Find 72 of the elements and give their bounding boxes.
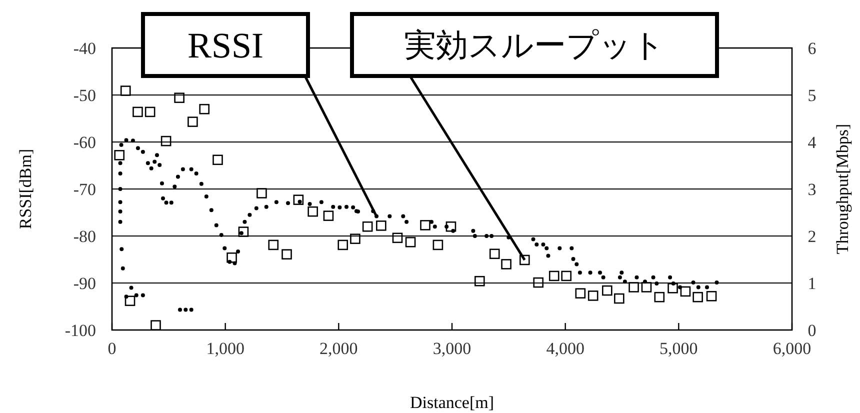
point xyxy=(293,194,304,205)
y-tick-label: -100 xyxy=(64,321,96,340)
y2-tick-label: 4 xyxy=(808,133,817,152)
point xyxy=(282,249,292,260)
y-axis-title: RSSI[dBm] xyxy=(16,148,35,230)
x-tick-label: 4,000 xyxy=(546,339,584,358)
point xyxy=(256,188,267,198)
point xyxy=(561,270,572,282)
point xyxy=(692,292,703,302)
x-tick-label: 0 xyxy=(108,339,116,358)
y-tick-label: -90 xyxy=(73,274,96,293)
point xyxy=(212,154,223,166)
x-tick-label: 6,000 xyxy=(772,339,812,358)
point xyxy=(432,240,444,250)
point xyxy=(120,86,131,96)
x-tick-label: 1,000 xyxy=(206,339,244,358)
y2-tick-label: 2 xyxy=(808,227,816,246)
point xyxy=(602,285,612,296)
point xyxy=(654,292,665,302)
point xyxy=(533,277,544,288)
point xyxy=(446,221,456,232)
y-tick-label: -50 xyxy=(73,86,96,105)
point xyxy=(680,286,691,297)
point xyxy=(668,283,678,294)
point xyxy=(501,259,512,270)
point xyxy=(362,221,373,232)
point xyxy=(338,240,348,250)
point xyxy=(628,282,639,292)
point xyxy=(238,226,249,237)
point xyxy=(226,252,237,263)
point xyxy=(474,276,485,286)
point xyxy=(144,106,156,118)
point xyxy=(150,320,161,330)
point xyxy=(519,254,530,266)
point xyxy=(124,296,136,306)
y-tick-label: -80 xyxy=(73,227,96,246)
point xyxy=(350,234,360,244)
y2-tick-label: 1 xyxy=(808,274,816,293)
point xyxy=(132,106,143,118)
point xyxy=(114,150,125,160)
y-tick-label: -60 xyxy=(73,133,96,152)
y2-tick-label: 6 xyxy=(808,39,816,58)
point xyxy=(614,293,624,304)
y2-tick-label: 0 xyxy=(808,321,816,340)
y-tick-label: -40 xyxy=(73,39,96,58)
x-axis-title: Distance[m] xyxy=(410,393,494,412)
point xyxy=(323,210,334,221)
point xyxy=(641,282,652,292)
point xyxy=(308,206,318,217)
point xyxy=(575,288,586,298)
x-tick-label: 3,000 xyxy=(432,339,472,358)
point xyxy=(420,220,430,230)
x-tick-label: 5,000 xyxy=(660,339,698,358)
y2-tick-label: 3 xyxy=(808,180,816,199)
text: RSSI xyxy=(187,26,264,66)
y-tick-label: -70 xyxy=(73,180,96,199)
x-tick-label: 2,000 xyxy=(320,339,358,358)
point xyxy=(199,104,210,114)
point xyxy=(376,220,386,231)
y2-tick-label: 5 xyxy=(808,86,816,105)
point xyxy=(268,240,279,250)
point xyxy=(160,136,172,146)
point xyxy=(405,236,416,248)
point xyxy=(489,248,500,260)
point xyxy=(174,92,184,103)
point xyxy=(392,232,403,244)
y2-axis-title: Throughput[Mbps] xyxy=(833,124,852,254)
point xyxy=(548,270,560,282)
point xyxy=(588,290,598,301)
point xyxy=(706,291,717,302)
point xyxy=(188,116,198,127)
text: 実効スループット xyxy=(404,27,665,64)
